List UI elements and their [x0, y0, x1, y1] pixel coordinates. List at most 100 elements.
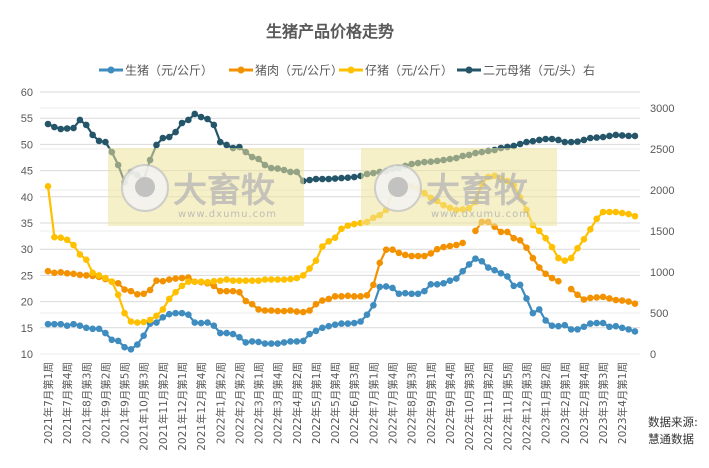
data-point	[236, 288, 243, 296]
left-y-tick-label: 45	[21, 166, 33, 178]
data-point	[344, 292, 352, 300]
data-point	[242, 277, 250, 284]
x-axis: 2021年7月第1周 2021年7月第4周 2021年8月第3周 2021年9月第2周…	[42, 362, 629, 451]
x-tick-label: 2023年3月第3周	[597, 362, 610, 444]
data-point	[153, 141, 160, 149]
data-point	[210, 322, 218, 330]
data-point	[82, 324, 90, 332]
data-point	[293, 338, 301, 345]
data-point	[51, 269, 58, 277]
data-point	[478, 257, 486, 265]
data-point	[325, 175, 333, 183]
data-point	[344, 320, 352, 327]
x-tick-label: 2021年7月第1周	[42, 362, 55, 444]
data-point	[401, 251, 409, 259]
data-point	[121, 309, 128, 317]
data-point	[357, 318, 364, 325]
data-point	[612, 131, 620, 139]
data-point	[114, 291, 122, 299]
data-point	[216, 329, 224, 337]
data-point	[472, 255, 479, 262]
data-point	[587, 320, 594, 327]
data-point	[229, 277, 237, 284]
data-point	[76, 251, 84, 258]
series-2	[44, 218, 639, 316]
data-point	[236, 333, 243, 341]
right-y-tick-label: 500	[650, 308, 668, 320]
data-point	[357, 293, 364, 300]
data-point	[625, 210, 632, 218]
x-tick-label: 2022年9月第4周	[444, 362, 457, 444]
x-tick-label: 2022年10月第3周	[463, 362, 476, 451]
data-point	[542, 270, 549, 278]
data-point	[293, 308, 301, 315]
x-tick-label: 2021年12月第1周	[176, 362, 189, 451]
data-point	[236, 277, 243, 284]
data-point	[510, 142, 518, 150]
right-y-tick-label: 2000	[650, 185, 674, 197]
data-point	[178, 309, 186, 317]
data-point	[134, 319, 141, 326]
data-point	[523, 138, 530, 146]
legend-marker-icon	[107, 66, 115, 74]
data-point	[618, 132, 626, 139]
x-tick-label: 2023年2月第4周	[578, 362, 591, 444]
data-point	[631, 328, 639, 335]
data-point	[421, 287, 428, 295]
data-point	[102, 274, 109, 282]
data-point	[299, 308, 307, 316]
data-point	[618, 297, 626, 304]
data-point	[561, 257, 569, 265]
data-point	[542, 317, 549, 324]
right-y-tick-label: 0	[650, 349, 656, 361]
data-point	[51, 123, 58, 131]
data-point	[63, 270, 71, 277]
data-point	[223, 287, 230, 295]
data-point	[599, 208, 607, 216]
left-y-tick-label: 55	[21, 113, 33, 125]
data-point	[216, 287, 224, 295]
data-point	[63, 125, 71, 132]
data-point	[306, 265, 313, 272]
data-point	[370, 281, 377, 289]
x-tick-label: 2022年5月第1周	[310, 362, 323, 444]
data-point	[593, 319, 600, 327]
data-point	[89, 131, 96, 139]
data-point	[542, 135, 549, 143]
x-tick-label: 2021年12月第4周	[195, 362, 208, 451]
data-point	[223, 276, 230, 283]
data-point	[204, 115, 211, 123]
data-point	[82, 256, 90, 263]
data-point	[280, 276, 288, 283]
data-point	[140, 332, 147, 339]
x-tick-label: 2022年3月第4周	[272, 362, 285, 444]
data-point	[548, 135, 556, 143]
data-point	[542, 234, 549, 242]
data-point	[555, 322, 562, 330]
data-point	[618, 209, 626, 217]
data-point	[248, 277, 256, 284]
data-point	[165, 295, 173, 303]
watermark-brand: 大畜牧	[426, 171, 529, 211]
data-point	[331, 321, 339, 328]
legend-item: 仔猪（元/公斤）	[339, 64, 453, 78]
data-point	[89, 269, 96, 277]
data-point	[344, 174, 352, 181]
data-point	[535, 306, 543, 313]
data-point	[427, 281, 435, 288]
data-point	[57, 234, 65, 241]
data-point	[255, 338, 262, 346]
data-point	[587, 225, 594, 233]
data-point	[427, 250, 435, 257]
data-point	[153, 277, 160, 284]
data-point	[363, 311, 371, 319]
data-point	[618, 324, 626, 332]
legend-marker-icon	[237, 66, 245, 74]
data-point	[76, 322, 84, 330]
legend-label: 猪肉（元/公斤）	[255, 64, 343, 78]
data-point	[210, 282, 218, 290]
data-point	[555, 254, 562, 262]
data-point	[612, 322, 620, 330]
data-point	[312, 327, 320, 335]
